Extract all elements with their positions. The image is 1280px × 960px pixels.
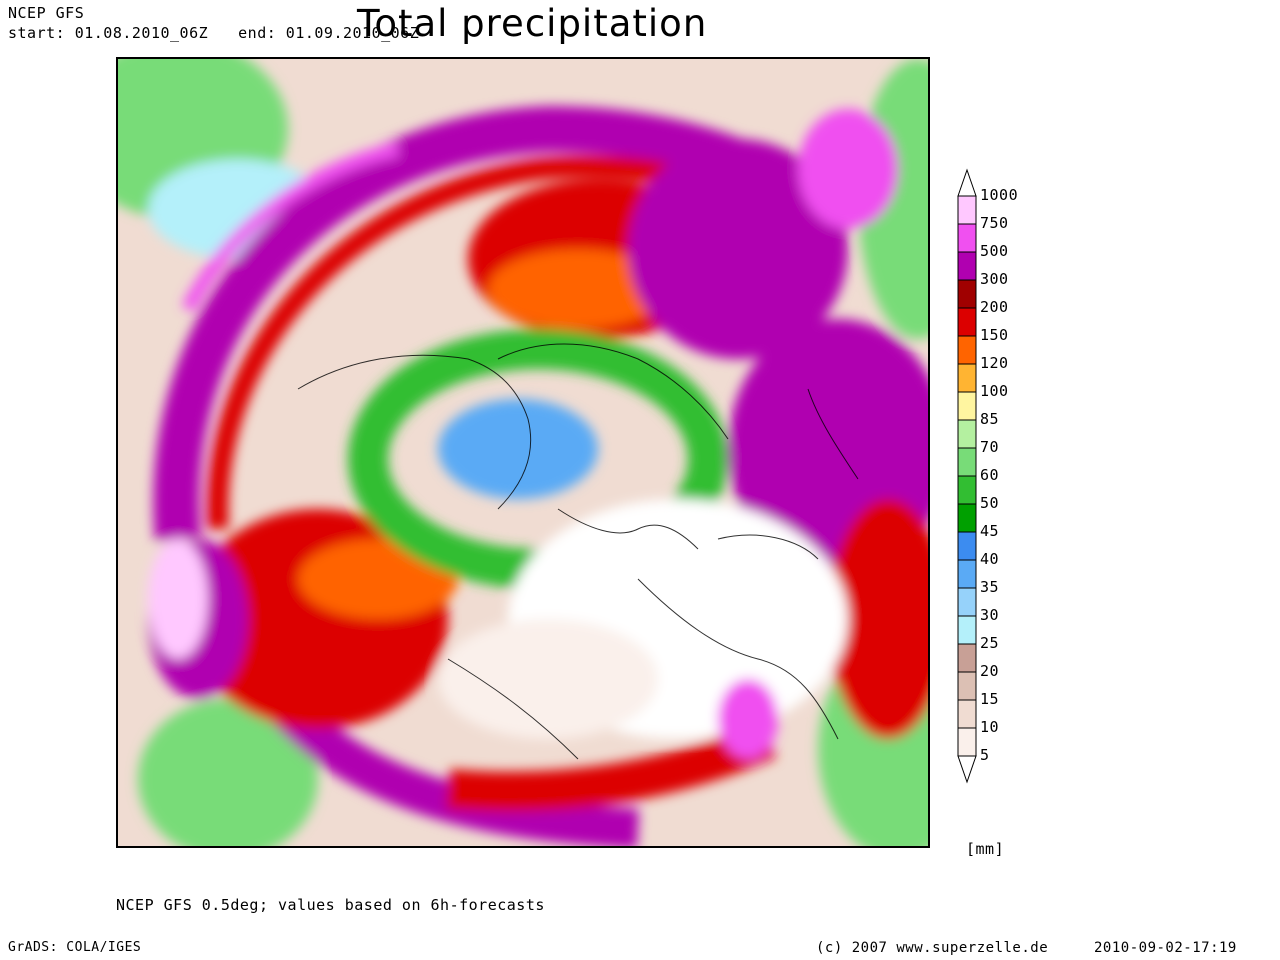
region-east-red bbox=[828, 499, 928, 739]
map-title: Total precipitation bbox=[357, 2, 708, 45]
legend-level-label: 150 bbox=[980, 326, 1009, 344]
legend-level-label: 60 bbox=[980, 466, 1000, 484]
precipitation-field bbox=[118, 59, 928, 846]
legend-swatch bbox=[957, 671, 977, 701]
legend-level-label: 40 bbox=[980, 550, 1000, 568]
model-name: NCEP GFS bbox=[8, 4, 85, 22]
region-ne-bright bbox=[798, 109, 898, 229]
legend-swatch bbox=[957, 699, 977, 729]
region-south-red bbox=[446, 720, 777, 812]
legend-level-label: 45 bbox=[980, 522, 1000, 540]
legend-level-label: 1000 bbox=[980, 186, 1019, 204]
legend-swatch bbox=[957, 475, 977, 505]
legend-level-label: 200 bbox=[980, 298, 1009, 316]
region-left-edge-bright bbox=[148, 539, 208, 659]
legend-swatch bbox=[957, 419, 977, 449]
legend-level-label: 10 bbox=[980, 718, 1000, 736]
region-north-orange bbox=[488, 249, 668, 329]
legend-level-label: 30 bbox=[980, 606, 1000, 624]
legend-swatch bbox=[957, 447, 977, 477]
region-southwest-green bbox=[138, 699, 318, 846]
legend-swatch bbox=[957, 531, 977, 561]
legend-level-label: 500 bbox=[980, 242, 1009, 260]
legend-swatch bbox=[957, 503, 977, 533]
legend-arrow-bottom bbox=[957, 755, 977, 784]
legend-swatch bbox=[957, 223, 977, 253]
legend-level-label: 120 bbox=[980, 354, 1009, 372]
legend-swatch bbox=[957, 363, 977, 393]
legend-level-label: 25 bbox=[980, 634, 1000, 652]
legend-swatch bbox=[957, 391, 977, 421]
legend-level-label: 15 bbox=[980, 690, 1000, 708]
color-legend: 1000 750 500 300 200 150 120 100 85 70 60 50 45 40 35 3… bbox=[956, 168, 1026, 788]
legend-swatch bbox=[957, 643, 977, 673]
legend-units: [mm] bbox=[966, 840, 1005, 858]
legend-swatch bbox=[957, 727, 977, 757]
legend-level-label: 750 bbox=[980, 214, 1009, 232]
end-time: end: 01.09.2010_06Z bbox=[238, 24, 420, 42]
coastlines bbox=[297, 343, 859, 760]
legend-swatch bbox=[957, 279, 977, 309]
legend-swatch bbox=[957, 307, 977, 337]
software-credit: GrADS: COLA/IGES bbox=[8, 940, 142, 955]
legend-level-label: 5 bbox=[980, 746, 990, 764]
legend-level-label: 85 bbox=[980, 410, 1000, 428]
legend-swatch bbox=[957, 335, 977, 365]
legend-swatch bbox=[957, 587, 977, 617]
legend-level-label: 100 bbox=[980, 382, 1009, 400]
precipitation-map bbox=[116, 57, 930, 848]
legend-swatch bbox=[957, 195, 977, 225]
region-south-bright bbox=[718, 679, 778, 759]
legend-arrow-top bbox=[957, 168, 977, 197]
legend-swatch bbox=[957, 615, 977, 645]
legend-level-label: 50 bbox=[980, 494, 1000, 512]
start-time: start: 01.08.2010_06Z bbox=[8, 24, 209, 42]
data-note: NCEP GFS 0.5deg; values based on 6h-fore… bbox=[116, 896, 545, 914]
legend-colorbar bbox=[957, 168, 977, 784]
legend-level-label: 300 bbox=[980, 270, 1009, 288]
region-south-very-dry bbox=[438, 619, 658, 739]
legend-swatch bbox=[957, 559, 977, 589]
forecast-period: start: 01.08.2010_06Z end: 01.09.2010_06Z bbox=[8, 24, 419, 42]
copyright: (c) 2007 www.superzelle.de bbox=[816, 940, 1049, 956]
legend-swatch bbox=[957, 251, 977, 281]
region-northeast-magenta bbox=[628, 139, 848, 359]
legend-level-label: 20 bbox=[980, 662, 1000, 680]
region-central-blue bbox=[438, 399, 598, 499]
legend-level-label: 35 bbox=[980, 578, 1000, 596]
legend-level-label: 70 bbox=[980, 438, 1000, 456]
bright-magenta-arc bbox=[181, 142, 400, 313]
timestamp: 2010-09-02-17:19 bbox=[1094, 940, 1237, 956]
